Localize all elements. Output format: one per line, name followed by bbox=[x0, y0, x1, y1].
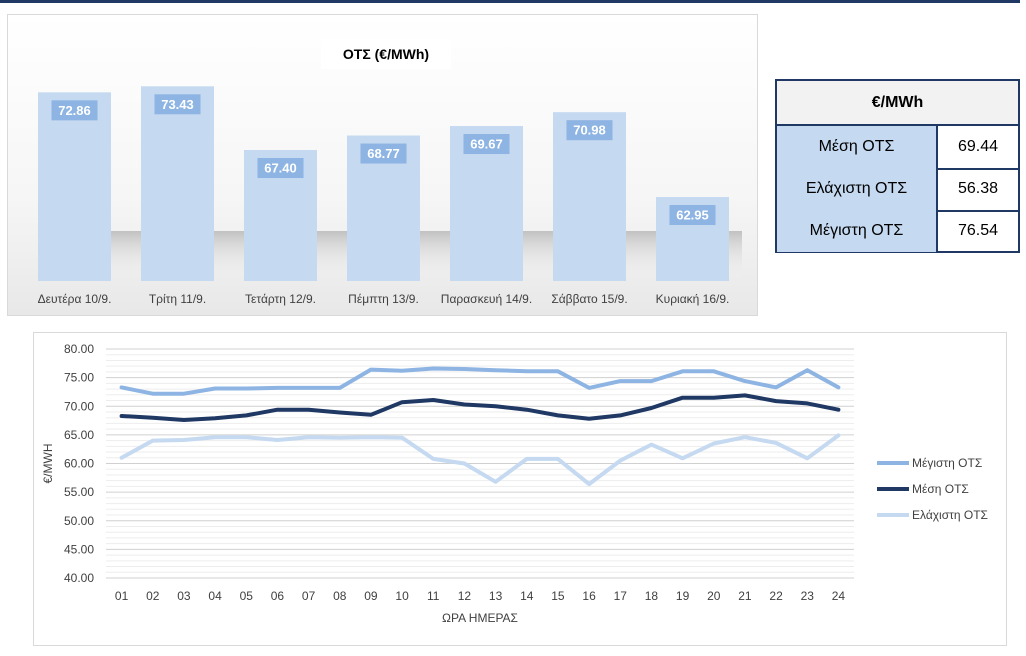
x-tick-label: 06 bbox=[271, 589, 285, 603]
x-tick-label: 22 bbox=[769, 589, 783, 603]
stats-value: 69.44 bbox=[957, 138, 999, 155]
y-tick-label: 60.00 bbox=[64, 457, 94, 471]
bar-value-label-bg bbox=[566, 120, 613, 141]
x-axis-title: ΩΡΑ ΗΜΕΡΑΣ bbox=[442, 611, 518, 625]
x-tick-label: 21 bbox=[738, 589, 752, 603]
stats-row-minimum: Ελάχιστη ΟΤΣ 56.38 bbox=[777, 168, 1018, 212]
stats-table-header: €/MWh bbox=[777, 81, 1018, 126]
stats-value: 76.54 bbox=[957, 222, 999, 239]
bar-category-label: Δευτέρα 10/9. bbox=[38, 292, 112, 306]
x-tick-label: 05 bbox=[240, 589, 254, 603]
bar-value-label: 70.98 bbox=[573, 123, 606, 138]
x-tick-label: 03 bbox=[177, 589, 191, 603]
bar bbox=[553, 112, 626, 281]
bar-value-label-bg bbox=[669, 205, 716, 226]
y-tick-label: 65.00 bbox=[64, 428, 94, 442]
top-rule bbox=[0, 0, 1020, 3]
x-tick-label: 08 bbox=[333, 589, 347, 603]
x-tick-label: 17 bbox=[614, 589, 628, 603]
y-tick-label: 55.00 bbox=[64, 485, 94, 499]
bar-value-label-bg bbox=[463, 134, 510, 155]
y-tick-label: 45.00 bbox=[64, 542, 94, 556]
stats-label: Μέγιστη ΟΤΣ bbox=[777, 210, 938, 252]
stats-label: Μέση ΟΤΣ bbox=[777, 126, 938, 168]
x-tick-label: 14 bbox=[520, 589, 534, 603]
bar-value-label: 68.77 bbox=[367, 146, 400, 161]
stats-label: Ελάχιστη ΟΤΣ bbox=[777, 168, 938, 210]
x-tick-label: 02 bbox=[146, 589, 160, 603]
series-line-3 bbox=[119, 433, 841, 487]
hourly-line-chart: 40.00 45.00 50.00 55.00 60.00 65.00 70.00 75.00… bbox=[33, 332, 1007, 646]
bar-value-label: 72.86 bbox=[58, 103, 91, 118]
bar-category-label: Τρίτη 11/9. bbox=[149, 292, 206, 306]
x-tick-label: 07 bbox=[302, 589, 316, 603]
bar-value-label-bg bbox=[154, 94, 201, 115]
bar bbox=[141, 86, 214, 281]
y-axis-title: €/MWH bbox=[41, 444, 55, 484]
bar-category-label: Σάββατο 15/9. bbox=[551, 292, 627, 306]
stats-table: €/MWh Μέση ΟΤΣ 69.44 Ελάχιστη ΟΤΣ 56.38 … bbox=[775, 79, 1020, 253]
line-chart-canvas: 40.00 45.00 50.00 55.00 60.00 65.00 70.00 75.00… bbox=[41, 342, 988, 625]
x-tick-label: 01 bbox=[115, 589, 129, 603]
y-tick-label: 70.00 bbox=[64, 399, 94, 413]
x-tick-label: 12 bbox=[458, 589, 472, 603]
stats-value: 56.38 bbox=[957, 180, 999, 197]
legend-label: Μέγιστη ΟΤΣ bbox=[912, 456, 982, 470]
x-tick-label: 16 bbox=[582, 589, 596, 603]
x-tick-label: 04 bbox=[208, 589, 222, 603]
bar-category-label: Παρασκευή 14/9. bbox=[441, 292, 532, 306]
bar-category-label: Πέμπτη 13/9. bbox=[348, 292, 419, 306]
x-tick-label: 18 bbox=[645, 589, 659, 603]
y-tick-label: 80.00 bbox=[64, 342, 94, 356]
bar-value-label: 69.67 bbox=[470, 137, 503, 152]
bar-value-label-bg bbox=[360, 143, 407, 164]
x-tick-label: 19 bbox=[676, 589, 690, 603]
x-tick-label: 24 bbox=[832, 589, 846, 603]
bar-value-label-bg bbox=[257, 158, 304, 179]
bar-category-label: Τετάρτη 12/9. bbox=[245, 292, 316, 306]
legend-label: Ελάχιστη ΟΤΣ bbox=[912, 508, 988, 522]
series-line-2 bbox=[119, 393, 841, 422]
y-tick-label: 40.00 bbox=[64, 571, 94, 585]
bar-value-label: 67.40 bbox=[264, 161, 297, 176]
x-tick-label: 10 bbox=[395, 589, 409, 603]
y-tick-label: 75.00 bbox=[64, 371, 94, 385]
bar-chart-title: ΟΤΣ (€/MWh) bbox=[321, 39, 451, 69]
bar-value-label: 62.95 bbox=[676, 208, 709, 223]
series-line-1 bbox=[119, 366, 841, 396]
x-tick-label: 13 bbox=[489, 589, 503, 603]
y-tick-label: 50.00 bbox=[64, 514, 94, 528]
daily-bar-chart: 72.86 Δευτέρα 10/9. 73.43 Τρίτη 11/9. 67.40 Τ… bbox=[7, 14, 758, 316]
x-tick-label: 15 bbox=[551, 589, 565, 603]
bar-value-label-bg bbox=[51, 100, 98, 121]
x-tick-label: 23 bbox=[801, 589, 815, 603]
legend-label: Μέση ΟΤΣ bbox=[912, 482, 969, 496]
x-tick-label: 09 bbox=[364, 589, 378, 603]
bar-category-label: Κυριακή 16/9. bbox=[656, 292, 730, 306]
stats-row-average: Μέση ΟΤΣ 69.44 bbox=[777, 126, 1018, 170]
stats-row-maximum: Μέγιστη ΟΤΣ 76.54 bbox=[777, 210, 1018, 252]
x-tick-label: 20 bbox=[707, 589, 721, 603]
bar-value-label: 73.43 bbox=[161, 97, 194, 112]
bar bbox=[38, 92, 111, 281]
bar-chart-canvas: 72.86 Δευτέρα 10/9. 73.43 Τρίτη 11/9. 67.40 Τ… bbox=[38, 86, 742, 306]
x-tick-label: 11 bbox=[427, 589, 440, 603]
